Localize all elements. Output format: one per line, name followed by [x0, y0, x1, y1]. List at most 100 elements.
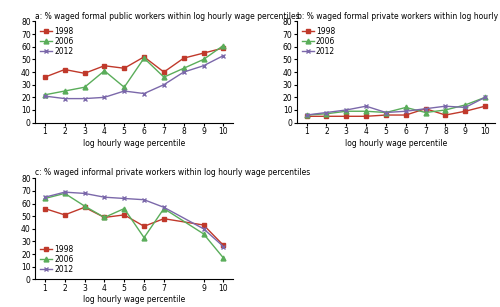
1998 — [200, 51, 206, 55]
1998 — [180, 56, 186, 60]
2006 — [200, 232, 206, 236]
2012 — [383, 111, 389, 114]
Line: 2012: 2012 — [42, 190, 226, 249]
1998 — [363, 115, 369, 118]
Legend: 1998, 2006, 2012: 1998, 2006, 2012 — [39, 243, 75, 276]
2012 — [403, 109, 409, 113]
2012 — [220, 54, 226, 57]
X-axis label: log hourly wage percentile: log hourly wage percentile — [83, 295, 186, 304]
2006 — [383, 111, 389, 114]
1998 — [422, 107, 428, 111]
2012 — [42, 94, 48, 98]
2006 — [42, 196, 48, 200]
2006 — [161, 75, 167, 79]
2012 — [220, 245, 226, 248]
X-axis label: log hourly wage percentile: log hourly wage percentile — [344, 138, 447, 148]
2012 — [42, 195, 48, 199]
2012 — [482, 95, 488, 99]
2012 — [82, 97, 87, 100]
1998 — [482, 104, 488, 108]
2006 — [462, 103, 468, 107]
Text: b: % waged formal private workers within log hourly wage percentiles: b: % waged formal private workers within… — [296, 12, 500, 21]
1998 — [383, 113, 389, 117]
2012 — [180, 70, 186, 74]
2012 — [102, 195, 107, 199]
2006 — [62, 89, 68, 93]
1998 — [62, 68, 68, 71]
1998 — [82, 72, 87, 75]
1998 — [442, 113, 448, 117]
Legend: 1998, 2006, 2012: 1998, 2006, 2012 — [300, 25, 336, 58]
2006 — [62, 192, 68, 195]
2012 — [62, 190, 68, 194]
2006 — [220, 256, 226, 260]
2012 — [200, 64, 206, 68]
2006 — [82, 85, 87, 89]
Line: 2006: 2006 — [42, 43, 226, 97]
1998 — [220, 243, 226, 247]
2012 — [324, 111, 330, 114]
2012 — [121, 89, 127, 93]
Line: 2006: 2006 — [42, 191, 226, 260]
1998 — [102, 216, 107, 219]
1998 — [304, 115, 310, 118]
Legend: 1998, 2006, 2012: 1998, 2006, 2012 — [39, 25, 75, 58]
2012 — [62, 97, 68, 100]
2012 — [363, 104, 369, 108]
Text: a: % waged formal public workers within log hourly wage percentiles: a: % waged formal public workers within … — [35, 12, 299, 21]
2012 — [161, 205, 167, 209]
Line: 1998: 1998 — [304, 104, 488, 119]
2006 — [102, 216, 107, 219]
2006 — [344, 109, 349, 113]
1998 — [62, 213, 68, 217]
2012 — [200, 227, 206, 231]
1998 — [403, 113, 409, 117]
2012 — [344, 108, 349, 112]
1998 — [200, 223, 206, 227]
1998 — [324, 115, 330, 118]
2006 — [442, 108, 448, 112]
1998 — [141, 55, 147, 59]
1998 — [42, 75, 48, 79]
1998 — [121, 213, 127, 217]
2012 — [161, 83, 167, 87]
1998 — [141, 224, 147, 228]
2006 — [180, 66, 186, 70]
1998 — [344, 115, 349, 118]
2012 — [102, 95, 107, 99]
2012 — [462, 106, 468, 109]
2012 — [442, 104, 448, 108]
1998 — [161, 70, 167, 74]
1998 — [82, 205, 87, 209]
2012 — [141, 92, 147, 95]
1998 — [161, 217, 167, 220]
1998 — [462, 109, 468, 113]
2006 — [403, 106, 409, 109]
2006 — [102, 69, 107, 73]
2006 — [363, 109, 369, 113]
1998 — [121, 66, 127, 70]
Line: 2012: 2012 — [304, 95, 488, 118]
2006 — [422, 111, 428, 114]
2006 — [82, 204, 87, 208]
Text: c: % waged informal private workers within log hourly wage percentiles: c: % waged informal private workers with… — [35, 169, 310, 177]
Line: 2012: 2012 — [42, 53, 226, 101]
2012 — [141, 198, 147, 202]
X-axis label: log hourly wage percentile: log hourly wage percentile — [83, 138, 186, 148]
2006 — [324, 112, 330, 116]
2006 — [141, 56, 147, 60]
2006 — [220, 44, 226, 47]
2006 — [141, 236, 147, 239]
2006 — [304, 113, 310, 117]
2012 — [304, 113, 310, 117]
Line: 2006: 2006 — [304, 95, 488, 118]
1998 — [42, 207, 48, 210]
2012 — [121, 196, 127, 200]
2012 — [82, 192, 87, 195]
2006 — [42, 93, 48, 97]
2012 — [422, 107, 428, 111]
2006 — [482, 95, 488, 99]
Line: 1998: 1998 — [42, 46, 226, 80]
2006 — [121, 85, 127, 89]
1998 — [102, 64, 107, 68]
